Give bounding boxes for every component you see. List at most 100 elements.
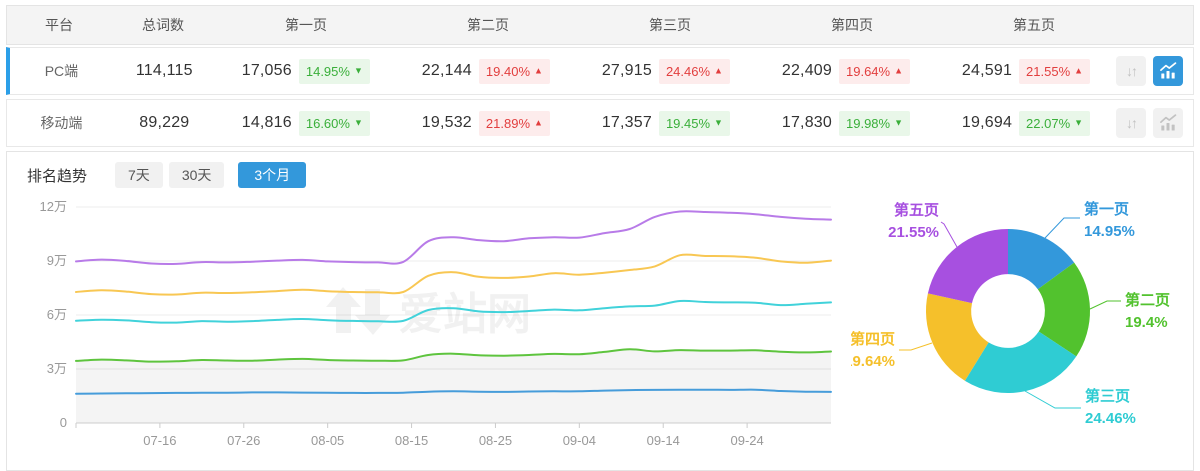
chart-icon: [1160, 114, 1177, 131]
percent-value: 22.07%: [1026, 115, 1071, 131]
column-header: 第三页: [649, 17, 691, 33]
x-axis-label: 07-16: [143, 433, 176, 448]
donut-slice-第三页[interactable]: [964, 331, 1077, 394]
page-count: 17,830: [781, 114, 832, 131]
x-axis-label: 08-05: [311, 433, 344, 448]
donut-slice-第四页[interactable]: [925, 293, 989, 381]
sort-arrows-icon: ↓↑: [1126, 115, 1138, 131]
row-actions: ↓↑: [1116, 56, 1193, 86]
percent-badge: 19.64% ▲: [839, 58, 911, 84]
chart-icon: [1160, 62, 1177, 79]
label-leader-line: [1044, 217, 1080, 239]
percent-badge: 16.60% ▼: [298, 110, 370, 136]
donut-slice-第二页[interactable]: [1037, 262, 1091, 357]
tab-7天[interactable]: 7天: [115, 162, 163, 188]
donut-label-name: 第三页: [1085, 387, 1130, 405]
percent-badge: 19.40% ▲: [478, 58, 550, 84]
table-body: PC端 114,115 17,056 14.95% ▼ 22,144 19.40% ▲ 27,9…: [6, 47, 1194, 147]
page-distribution-donut-chart[interactable]: 第一页 14.95% 第二页 19.4% 第三页 24.46% 第四页 19.64% 第五页 21…: [851, 191, 1181, 441]
donut-label-name: 第二页: [1125, 291, 1170, 309]
series-line-第二页: [75, 348, 832, 363]
arrow-up-icon: ▲: [894, 65, 904, 75]
svg-text:爱站网: 爱站网: [399, 290, 531, 339]
arrow-up-icon: ▲: [714, 65, 723, 75]
percent-badge: 21.89% ▲: [478, 110, 550, 136]
arrow-down-icon: ▼: [1074, 117, 1084, 127]
sort-arrows-button[interactable]: ↓↑: [1116, 108, 1147, 138]
table-row[interactable]: PC端 114,115 17,056 14.95% ▼ 22,144 19.40% ▲ 27,9…: [6, 47, 1194, 95]
rank-trend-header: 排名趋势 7天 30天 3个月: [21, 162, 1193, 188]
series-area-第二页: [76, 349, 831, 423]
donut-label-name: 第一页: [1084, 200, 1129, 218]
page-2-cell: 22,144 19.40% ▲: [396, 58, 576, 84]
arrow-down-icon: ▼: [714, 117, 723, 127]
donut-label-percent: 14.95%: [1084, 223, 1135, 240]
series-line-第四页: [75, 253, 832, 296]
x-axis-label: 08-15: [395, 433, 428, 448]
row-actions: ↓↑: [1116, 108, 1193, 138]
donut-label-percent: 19.4%: [1125, 314, 1168, 331]
charts-area: 0 3万 6万 9万 12万 爱站网 07-16 07-26 08-05 08-15 08-25 09…: [21, 191, 1193, 451]
column-header: 第五页: [1013, 17, 1055, 33]
show-chart-button[interactable]: [1153, 56, 1184, 86]
show-chart-button[interactable]: [1153, 108, 1184, 138]
column-header: 第一页: [285, 17, 327, 33]
percent-value: 19.45%: [665, 115, 711, 131]
arrow-down-icon: ▼: [353, 117, 363, 127]
percent-value: 24.46%: [665, 63, 711, 79]
page-count: 14,816: [241, 114, 292, 131]
page-5-cell: 19,694 22.07% ▼: [936, 110, 1116, 136]
page-count: 19,532: [421, 114, 472, 131]
page-5-cell: 24,591 21.55% ▲: [936, 58, 1116, 84]
donut-slice-第一页[interactable]: [1008, 229, 1075, 290]
page-2-cell: 19,532 21.89% ▲: [396, 110, 576, 136]
percent-badge: 14.95% ▼: [298, 58, 370, 84]
table-header-row: 平台 总词数 第一页 第二页 第三页 第四页 第五页: [6, 5, 1194, 45]
page-count: 22,409: [781, 62, 832, 79]
percent-badge: 21.55% ▲: [1019, 58, 1091, 84]
percent-value: 21.89%: [485, 115, 530, 131]
percent-badge: 24.46% ▲: [658, 58, 730, 84]
column-header: 平台: [45, 17, 73, 33]
sort-arrows-button[interactable]: ↓↑: [1116, 56, 1147, 86]
donut-label-name: 第四页: [851, 330, 895, 348]
rank-trend-title: 排名趋势: [27, 167, 88, 185]
arrow-down-icon: ▼: [353, 65, 363, 75]
percent-badge: 22.07% ▼: [1019, 110, 1091, 136]
page-4-cell: 17,830 19.98% ▼: [756, 110, 936, 136]
percent-value: 14.95%: [305, 63, 350, 79]
page-3-cell: 27,915 24.46% ▲: [576, 58, 756, 84]
platform-label: 移动端: [40, 115, 83, 131]
arrow-up-icon: ▲: [534, 117, 543, 127]
page-count: 19,694: [961, 114, 1013, 131]
donut-slice-第五页[interactable]: [927, 229, 1008, 304]
rank-trend-panel: 排名趋势 7天 30天 3个月 0 3万 6万 9万 12万 爱站网 07-16 07-26 08-…: [6, 151, 1194, 471]
donut-label-percent: 19.64%: [851, 353, 895, 370]
percent-value: 19.64%: [846, 63, 891, 79]
donut-label-name: 第五页: [894, 201, 939, 219]
total-words-value: 114,115: [135, 62, 193, 79]
tab-3个月[interactable]: 3个月: [238, 162, 307, 188]
x-axis-label: 09-24: [730, 433, 763, 448]
label-leader-line: [1024, 390, 1081, 409]
tab-30天[interactable]: 30天: [168, 162, 225, 188]
page-count: 17,357: [601, 114, 652, 131]
arrow-up-icon: ▲: [534, 65, 543, 75]
page-count: 27,915: [601, 62, 652, 79]
page-count: 22,144: [421, 62, 472, 79]
platform-label: PC端: [44, 63, 79, 79]
sort-arrows-icon: ↓↑: [1126, 63, 1138, 79]
label-leader-line: [1089, 300, 1121, 310]
arrow-down-icon: ▼: [894, 117, 904, 127]
total-words-value: 89,229: [139, 114, 190, 131]
percent-badge: 19.98% ▼: [839, 110, 911, 136]
percent-value: 19.40%: [485, 63, 530, 79]
percent-value: 16.60%: [305, 115, 350, 131]
y-axis-label: 12万: [40, 199, 67, 214]
table-row[interactable]: 移动端 89,229 14,816 16.60% ▼ 19,532 21.89% ▲ 17,35…: [6, 99, 1194, 147]
x-axis-label: 07-26: [227, 433, 260, 448]
y-axis-label: 6万: [47, 307, 67, 322]
y-axis-label: 3万: [47, 361, 67, 376]
